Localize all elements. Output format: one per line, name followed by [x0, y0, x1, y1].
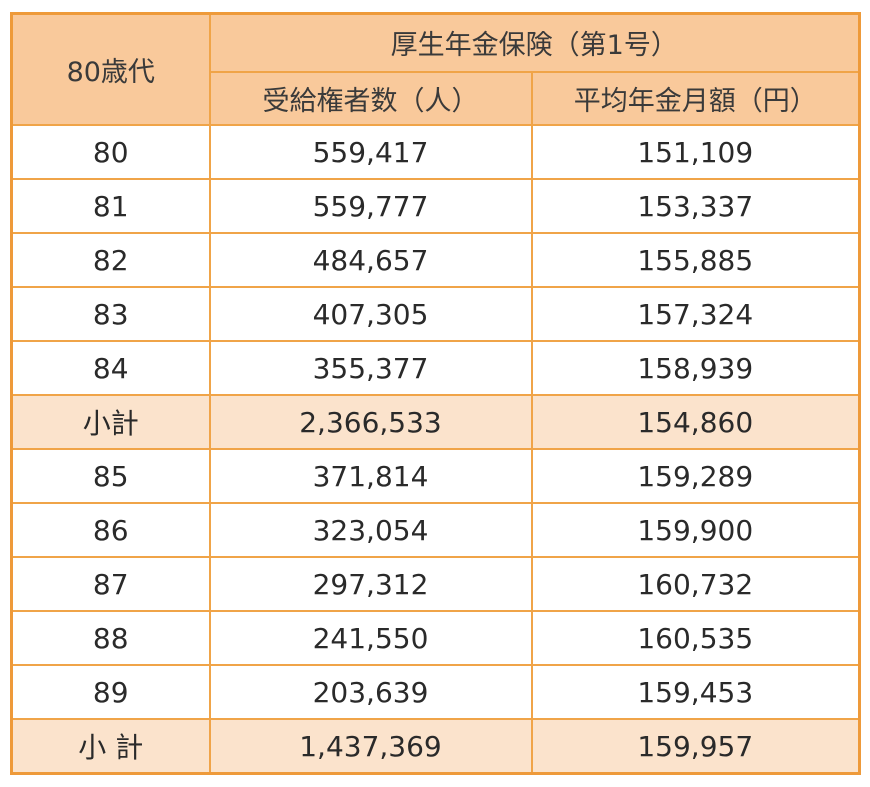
age-cell: 89 — [10, 664, 211, 720]
subtotal-row: 小計 2,366,533 154,860 — [10, 394, 861, 450]
table-row: 88 241,550 160,535 — [10, 610, 861, 666]
table-row: 84 355,377 158,939 — [10, 340, 861, 396]
age-cell: 83 — [10, 286, 211, 342]
table-row: 82 484,657 155,885 — [10, 232, 861, 288]
avg-monthly-cell: 154,860 — [530, 394, 861, 450]
age-group-header: 80歳代 — [10, 12, 211, 126]
recipients-cell: 323,054 — [208, 502, 533, 558]
avg-monthly-cell: 160,732 — [530, 556, 861, 612]
table-row: 80 559,417 151,109 — [10, 124, 861, 180]
age-cell: 小計 — [10, 394, 211, 450]
avg-monthly-cell: 159,957 — [530, 718, 861, 775]
avg-monthly-cell: 157,324 — [530, 286, 861, 342]
table-row: 81 559,777 153,337 — [10, 178, 861, 234]
age-cell: 81 — [10, 178, 211, 234]
table-row: 86 323,054 159,900 — [10, 502, 861, 558]
table-body: 80 559,417 151,109 81 559,777 153,337 82 484,65… — [10, 124, 861, 775]
recipients-cell: 559,777 — [208, 178, 533, 234]
avg-monthly-cell: 159,289 — [530, 448, 861, 504]
recipients-cell: 371,814 — [208, 448, 533, 504]
age-cell: 85 — [10, 448, 211, 504]
recipients-cell: 484,657 — [208, 232, 533, 288]
avg-monthly-cell: 159,453 — [530, 664, 861, 720]
age-cell: 80 — [10, 124, 211, 180]
subtotal-row: 小 計 1,437,369 159,957 — [10, 718, 861, 775]
recipients-column-header: 受給権者数（人） — [208, 70, 533, 127]
recipients-cell: 203,639 — [208, 664, 533, 720]
avg-monthly-cell: 155,885 — [530, 232, 861, 288]
avg-monthly-cell: 153,337 — [530, 178, 861, 234]
age-cell: 82 — [10, 232, 211, 288]
recipients-cell: 2,366,533 — [208, 394, 533, 450]
pension-table-container: 80歳代 厚生年金保険（第1号） 受給権者数（人） 平均年金月額（円） 80 55… — [10, 12, 861, 775]
avg-monthly-column-header: 平均年金月額（円） — [530, 70, 861, 127]
age-cell: 84 — [10, 340, 211, 396]
recipients-cell: 559,417 — [208, 124, 533, 180]
age-cell: 小 計 — [10, 718, 211, 775]
insurance-group-header: 厚生年金保険（第1号） — [208, 12, 861, 73]
recipients-cell: 241,550 — [208, 610, 533, 666]
age-cell: 88 — [10, 610, 211, 666]
recipients-cell: 297,312 — [208, 556, 533, 612]
recipients-cell: 355,377 — [208, 340, 533, 396]
table-row: 87 297,312 160,732 — [10, 556, 861, 612]
table-row: 83 407,305 157,324 — [10, 286, 861, 342]
age-cell: 87 — [10, 556, 211, 612]
age-cell: 86 — [10, 502, 211, 558]
table-row: 85 371,814 159,289 — [10, 448, 861, 504]
avg-monthly-cell: 158,939 — [530, 340, 861, 396]
table-row: 89 203,639 159,453 — [10, 664, 861, 720]
recipients-cell: 407,305 — [208, 286, 533, 342]
pension-table: 80歳代 厚生年金保険（第1号） 受給権者数（人） 平均年金月額（円） 80 55… — [10, 12, 861, 775]
avg-monthly-cell: 160,535 — [530, 610, 861, 666]
avg-monthly-cell: 151,109 — [530, 124, 861, 180]
avg-monthly-cell: 159,900 — [530, 502, 861, 558]
recipients-cell: 1,437,369 — [208, 718, 533, 775]
